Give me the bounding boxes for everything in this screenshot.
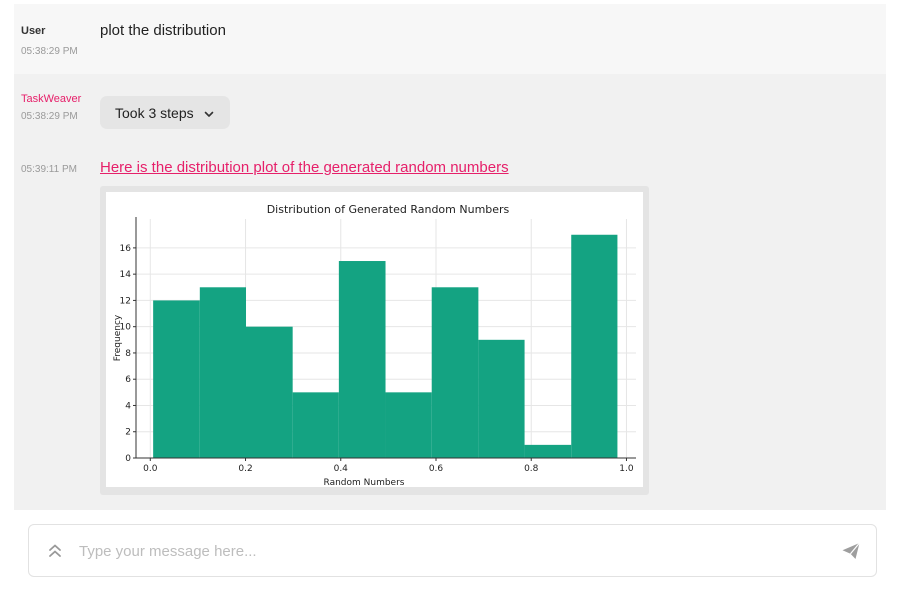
message-input[interactable] <box>79 537 819 565</box>
reply-link[interactable]: Here is the distribution plot of the gen… <box>100 159 509 176</box>
message-input-bar <box>28 524 877 577</box>
y-tick-label: 16 <box>120 244 132 254</box>
histogram-bar <box>524 444 572 458</box>
histogram-bar <box>338 261 386 458</box>
y-tick-label: 12 <box>120 296 131 306</box>
send-icon[interactable] <box>841 541 861 561</box>
histogram-bar <box>431 287 479 458</box>
histogram-bar <box>246 326 293 458</box>
histogram-bar <box>385 392 432 458</box>
x-tick-label: 1.0 <box>619 464 634 474</box>
histogram-bar <box>478 339 525 458</box>
message-timestamp: 05:38:29 PM <box>21 111 78 122</box>
x-axis-label: Random Numbers <box>324 478 405 487</box>
steps-toggle-button[interactable]: Took 3 steps <box>100 96 230 129</box>
histogram-bar <box>199 287 246 458</box>
chart-title: Distribution of Generated Random Numbers <box>267 203 510 216</box>
y-tick-label: 4 <box>125 401 131 411</box>
assistant-message: TaskWeaver 05:38:29 PM Took 3 steps 05:3… <box>14 74 886 510</box>
y-tick-label: 0 <box>125 454 131 464</box>
x-tick-label: 0.2 <box>238 464 252 474</box>
steps-label: Took 3 steps <box>115 104 194 121</box>
user-message: User 05:38:29 PM plot the distribution <box>14 4 886 74</box>
y-tick-label: 8 <box>125 349 131 359</box>
reply-timestamp: 05:39:11 PM <box>21 164 77 175</box>
chart-canvas: Distribution of Generated Random Numbers… <box>106 192 643 487</box>
histogram-chart: Distribution of Generated Random Numbers… <box>113 203 636 487</box>
x-tick-label: 0.6 <box>429 464 444 474</box>
message-timestamp: 05:38:29 PM <box>21 46 78 57</box>
x-tick-label: 0.0 <box>143 464 158 474</box>
chat-app: User 05:38:29 PM plot the distribution T… <box>14 0 886 601</box>
x-tick-label: 0.4 <box>334 464 349 474</box>
sender-name: User <box>21 25 46 37</box>
sender-name: TaskWeaver <box>21 93 82 105</box>
y-axis-label: Frequency <box>113 314 123 361</box>
y-tick-label: 6 <box>125 375 131 385</box>
histogram-bar <box>292 392 339 458</box>
histogram-bar <box>571 234 618 458</box>
user-message-text: plot the distribution <box>100 22 226 39</box>
histogram-bar <box>153 300 200 458</box>
y-tick-label: 10 <box>120 323 132 333</box>
chart-container: Distribution of Generated Random Numbers… <box>100 186 649 495</box>
chevron-down-icon <box>203 107 215 119</box>
y-tick-label: 14 <box>120 270 132 280</box>
chevron-double-up-icon[interactable] <box>47 542 63 560</box>
y-tick-label: 2 <box>125 428 131 438</box>
x-tick-label: 0.8 <box>524 464 539 474</box>
